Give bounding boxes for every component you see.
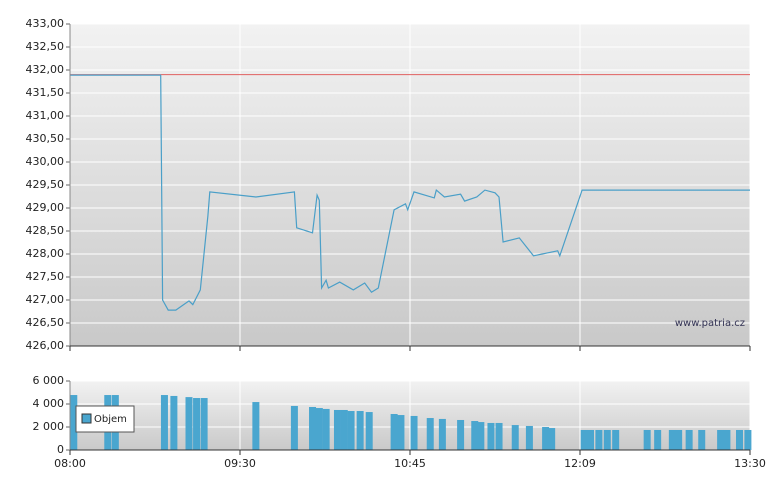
volume-bar: [542, 427, 550, 450]
watermark: www.patria.cz: [675, 318, 745, 329]
volume-bar: [586, 429, 594, 450]
volume-bar: [365, 412, 373, 450]
y-tick-label: 431,00: [26, 109, 65, 122]
volume-bar: [193, 398, 201, 450]
volume-bar: [668, 429, 676, 450]
y-tick-label: 431,50: [26, 86, 65, 99]
y-tick-label: 428,00: [26, 247, 65, 260]
volume-bar: [525, 425, 533, 450]
y-tick-label: 426,00: [26, 339, 65, 352]
volume-bar: [457, 419, 465, 450]
y-tick-label: 432,50: [26, 40, 65, 53]
volume-bar: [698, 429, 706, 450]
y-tick-label: 433,00: [26, 17, 65, 30]
volume-bar: [580, 429, 588, 450]
volume-bar: [685, 429, 693, 450]
legend: Objem: [75, 405, 135, 433]
volume-bar: [252, 402, 260, 450]
volume-bar: [309, 406, 317, 450]
y-tick-label: 430,00: [26, 155, 65, 168]
volume-bar: [340, 409, 348, 450]
y-tick-label: 6 000: [33, 374, 65, 387]
volume-bar: [426, 418, 434, 450]
y-tick-label: 427,00: [26, 293, 65, 306]
y-tick-label: 427,50: [26, 270, 65, 283]
y-tick-label: 2 000: [33, 420, 65, 433]
volume-bar: [654, 429, 662, 450]
volume-bar: [717, 429, 725, 450]
volume-bar: [595, 429, 603, 450]
volume-bar: [290, 405, 298, 450]
y-tick-label: 426,50: [26, 316, 65, 329]
volume-bar: [487, 422, 495, 450]
y-tick-label: 429,00: [26, 201, 65, 214]
volume-bar: [170, 395, 178, 450]
x-tick-label: 13:30: [734, 457, 766, 470]
volume-bar: [315, 408, 323, 450]
y-tick-label: 432,00: [26, 63, 65, 76]
volume-bar: [322, 408, 330, 450]
volume-bar: [70, 395, 78, 450]
volume-bar: [548, 428, 556, 450]
volume-bar: [511, 425, 519, 450]
volume-bar: [200, 398, 208, 450]
x-tick-label: 09:30: [224, 457, 256, 470]
legend-swatch: [81, 413, 92, 424]
volume-bar: [185, 397, 193, 450]
volume-bar: [477, 422, 485, 450]
volume-bar: [333, 409, 341, 450]
volume-bar: [603, 429, 611, 450]
y-tick-label: 0: [57, 443, 64, 456]
y-tick-label: 430,50: [26, 132, 65, 145]
volume-bar: [744, 429, 752, 450]
volume-bar: [390, 414, 398, 450]
y-tick-label: 4 000: [33, 397, 65, 410]
volume-bar: [643, 429, 651, 450]
y-tick-label: 429,50: [26, 178, 65, 191]
volume-bar: [495, 422, 503, 450]
volume-bar: [438, 418, 446, 450]
volume-bar: [410, 415, 418, 450]
volume-bar: [675, 429, 683, 450]
volume-bar: [397, 415, 405, 450]
volume-bar: [471, 421, 479, 450]
volume-bar: [160, 395, 168, 450]
x-tick-label: 10:45: [394, 457, 426, 470]
volume-bar: [723, 429, 731, 450]
x-tick-label: 08:00: [54, 457, 86, 470]
volume-bar: [356, 411, 364, 450]
x-tick-label: 12:09: [564, 457, 596, 470]
volume-bar: [612, 429, 620, 450]
price-line: [70, 74, 750, 311]
y-tick-label: 428,50: [26, 224, 65, 237]
volume-bar: [347, 411, 355, 450]
legend-label: Objem: [94, 414, 127, 425]
volume-bar: [736, 429, 744, 450]
